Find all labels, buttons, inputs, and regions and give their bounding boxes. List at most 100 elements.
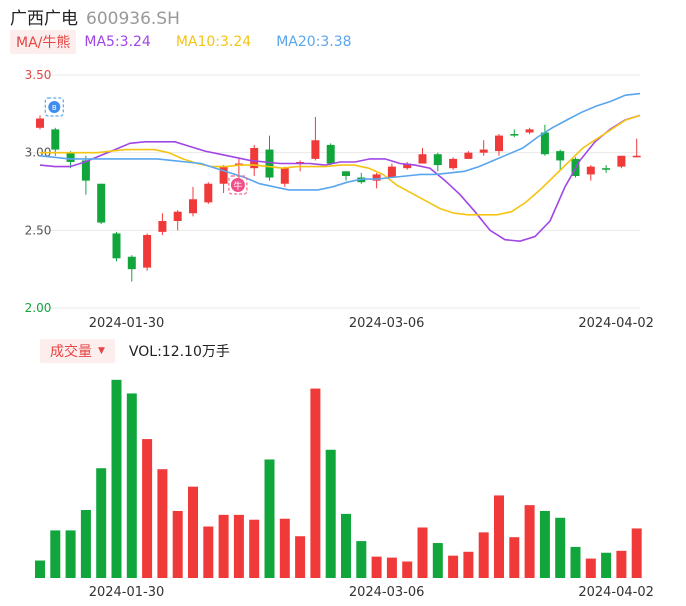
candle-body xyxy=(158,221,167,232)
candle-body xyxy=(234,163,243,166)
volume-bar xyxy=(310,388,321,578)
candle-body xyxy=(479,149,488,153)
volume-legend: 成交量 ▼ VOL:12.10万手 xyxy=(40,339,230,363)
volume-x-tick: 2024-01-30 xyxy=(89,585,165,600)
candle-body xyxy=(36,118,44,128)
ma-line-ma20 xyxy=(39,92,641,191)
candle-body xyxy=(189,199,197,214)
candle-body xyxy=(311,140,320,159)
candle-body xyxy=(326,144,335,164)
stock-name: 广西广电 xyxy=(10,9,78,29)
volume-indicator-button[interactable]: 成交量 ▼ xyxy=(40,339,115,363)
volume-bar xyxy=(157,469,168,578)
volume-chart[interactable]: 2024-01-30 2024-03-06 2024-04-02 xyxy=(0,366,686,606)
volume-bar xyxy=(555,517,566,578)
candle-body xyxy=(342,171,350,176)
volume-bar xyxy=(631,528,642,578)
candle-body xyxy=(127,256,136,270)
volume-value: VOL:12.10万手 xyxy=(128,344,230,360)
buy-marker-icon xyxy=(48,101,61,113)
volume-bar xyxy=(142,439,153,578)
volume-bar xyxy=(585,558,596,578)
volume-bar xyxy=(448,555,459,578)
volume-x-tick: 2024-03-06 xyxy=(349,585,425,600)
candle-body xyxy=(173,211,182,222)
volume-bar xyxy=(188,486,198,578)
candle-body xyxy=(387,166,396,178)
candle-body xyxy=(97,183,106,223)
volume-bar xyxy=(96,468,107,578)
price-y-tick: 3.50 xyxy=(25,68,52,82)
ma-legend: MA/牛熊 MA5:3.24 MA10:3.24 MA20:3.38 xyxy=(10,30,377,54)
volume-bar xyxy=(111,379,122,578)
ma20-label: MA20:3.38 xyxy=(276,34,352,50)
volume-bar xyxy=(203,526,214,578)
candle-body xyxy=(265,149,274,178)
volume-bar xyxy=(80,510,91,578)
volume-bar xyxy=(432,543,443,578)
volume-bar xyxy=(402,561,413,578)
candle-body xyxy=(403,163,412,169)
bull-marker-frame xyxy=(228,175,248,195)
stock-code: 600936.SH xyxy=(86,9,180,29)
volume-bar xyxy=(509,537,520,578)
volume-x-tick: 2024-04-02 xyxy=(578,585,654,600)
candle-body xyxy=(280,168,289,184)
candle-body xyxy=(510,134,519,136)
candle-body xyxy=(219,166,228,184)
volume-bar xyxy=(371,556,382,578)
volume-bar xyxy=(50,530,61,578)
ma-line-ma5 xyxy=(39,114,641,243)
candle-body xyxy=(586,166,595,175)
caret-down-icon: ▼ xyxy=(98,346,105,356)
price-y-tick: 2.00 xyxy=(25,301,52,315)
stock-header: 广西广电 600936.SH xyxy=(10,4,180,29)
price-chart[interactable]: 3.503.002.502.00 2024-01-30 2024-03-06 202… xyxy=(0,0,686,330)
candle-body xyxy=(250,148,259,169)
candle-body xyxy=(372,174,381,181)
candle-body xyxy=(525,129,534,133)
candle-body xyxy=(540,132,549,155)
volume-bar xyxy=(616,550,627,578)
price-x-tick: 2024-03-06 xyxy=(349,316,425,330)
volume-bar xyxy=(386,557,397,578)
ma-line-ma10 xyxy=(40,114,641,216)
volume-bar xyxy=(218,514,229,578)
ma-indicator-button[interactable]: MA/牛熊 xyxy=(10,30,77,54)
candle-body xyxy=(143,234,152,268)
volume-bar xyxy=(356,541,367,578)
volume-bar xyxy=(35,560,45,578)
volume-bar xyxy=(341,513,351,578)
volume-bar xyxy=(126,393,137,578)
candle-body xyxy=(51,129,60,150)
volume-bar xyxy=(539,510,550,578)
candle-body xyxy=(464,152,473,159)
ma10-label: MA10:3.24 xyxy=(175,34,252,50)
volume-bar xyxy=(279,518,290,578)
price-x-tick: 2024-04-02 xyxy=(578,316,654,330)
volume-bar xyxy=(601,552,612,578)
volume-bar xyxy=(494,495,504,578)
price-x-tick: 2024-01-30 xyxy=(89,316,165,330)
candle-body xyxy=(204,183,213,203)
volume-bar xyxy=(478,532,489,578)
price-y-tick: 2.50 xyxy=(25,223,52,237)
candle-body xyxy=(632,155,641,158)
volume-bar xyxy=(463,551,474,578)
candle-body xyxy=(617,155,626,167)
volume-bar xyxy=(570,546,581,578)
candle-body xyxy=(66,152,75,162)
candle-body xyxy=(112,233,121,259)
bull-marker-label: 牛 xyxy=(233,180,242,192)
volume-bar xyxy=(65,530,76,578)
volume-bar xyxy=(264,459,275,578)
candle-body xyxy=(602,168,611,170)
volume-bar xyxy=(233,514,244,578)
candle-body xyxy=(433,154,442,166)
candle-body xyxy=(495,135,503,152)
volume-button-label: 成交量 xyxy=(50,344,92,360)
candle-body xyxy=(81,160,90,181)
volume-bar xyxy=(172,510,183,578)
volume-bar xyxy=(249,519,260,578)
volume-bar xyxy=(295,536,306,578)
